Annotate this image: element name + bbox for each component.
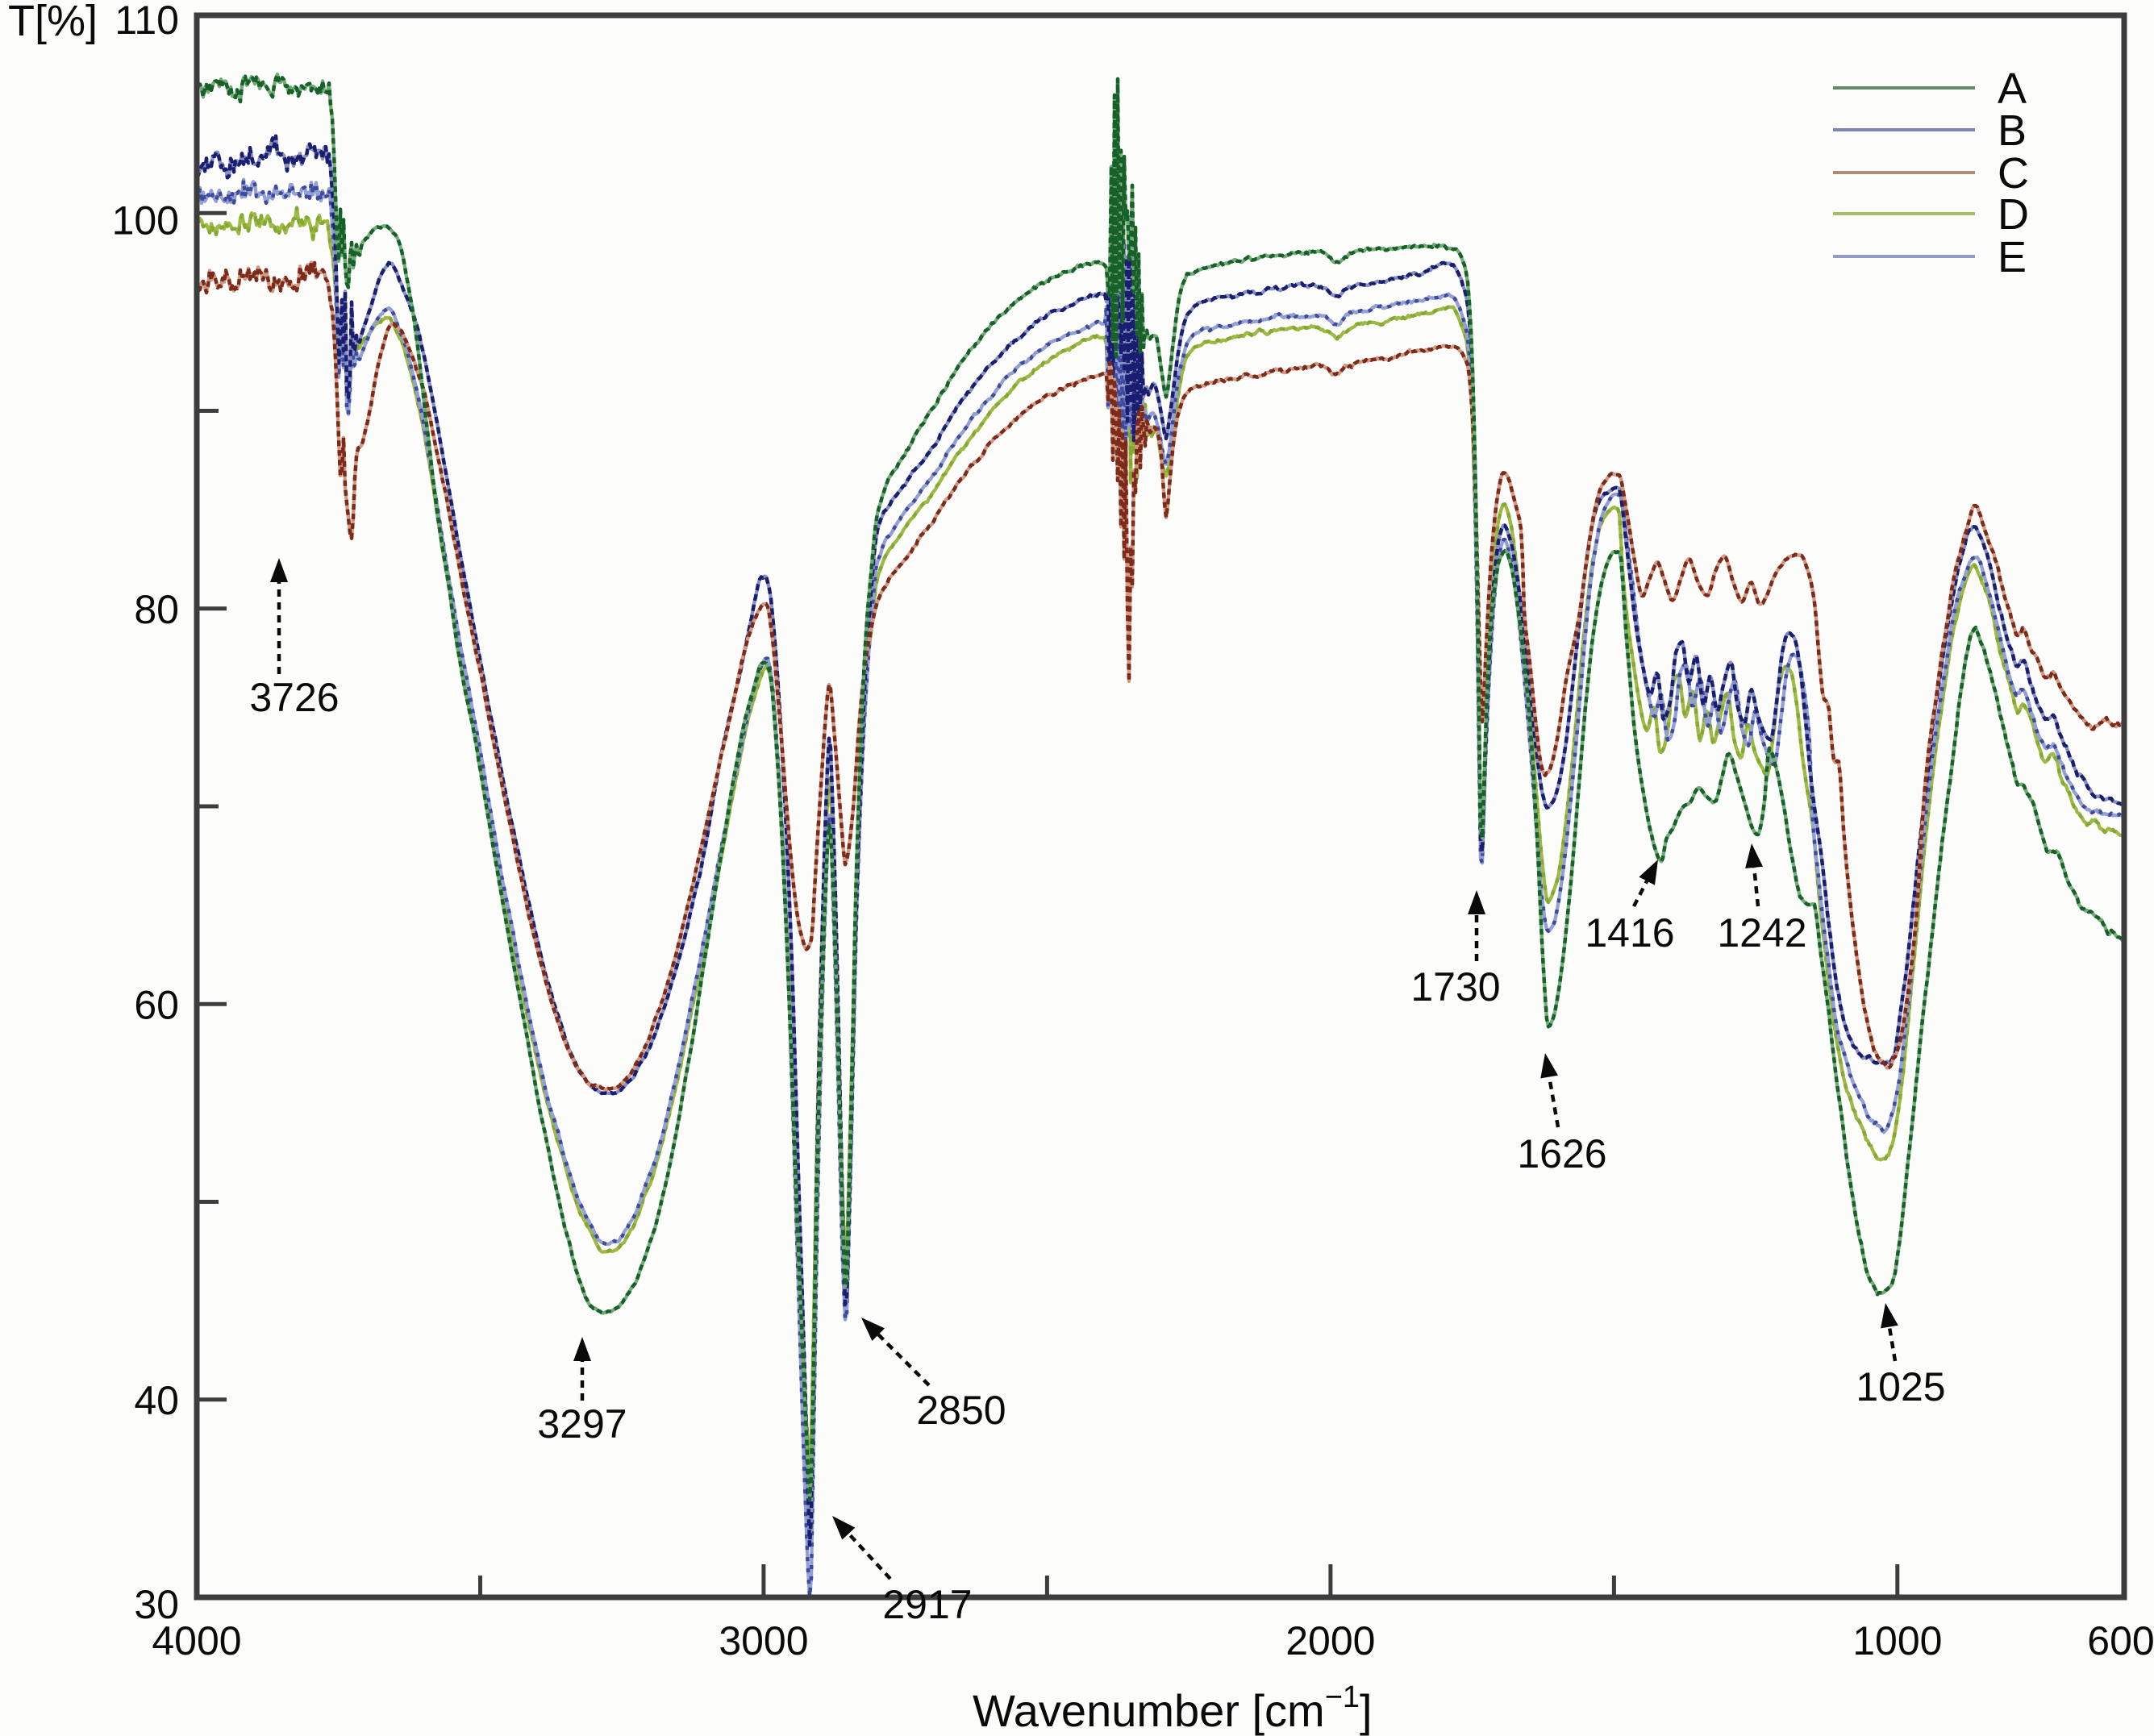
svg-text:3726: 3726 (249, 675, 339, 720)
svg-text:C: C (1998, 149, 2029, 198)
svg-text:110: 110 (115, 0, 179, 43)
svg-text:B: B (1998, 106, 2027, 155)
svg-text:40: 40 (134, 1378, 179, 1423)
svg-text:1000: 1000 (1852, 1618, 1942, 1663)
svg-text:A: A (1998, 65, 2027, 113)
svg-text:2917: 2917 (882, 1582, 972, 1627)
svg-text:3000: 3000 (719, 1618, 808, 1663)
svg-text:3297: 3297 (537, 1401, 627, 1447)
svg-text:60: 60 (134, 982, 179, 1027)
svg-text:2850: 2850 (916, 1388, 1006, 1433)
svg-text:4000: 4000 (152, 1618, 241, 1663)
svg-text:1025: 1025 (1856, 1364, 1945, 1409)
svg-text:1730: 1730 (1410, 964, 1500, 1010)
svg-text:600: 600 (2087, 1618, 2154, 1663)
svg-text:80: 80 (134, 587, 179, 632)
svg-text:30: 30 (134, 1582, 179, 1627)
svg-text:Wavenumber [cm−1]: Wavenumber [cm−1] (973, 1680, 1373, 1736)
svg-text:E: E (1998, 233, 2027, 281)
svg-text:1242: 1242 (1717, 910, 1806, 955)
svg-text:2000: 2000 (1285, 1618, 1375, 1663)
svg-text:100: 100 (112, 198, 179, 243)
svg-text:T[%]: T[%] (8, 0, 98, 45)
svg-text:D: D (1998, 190, 2029, 239)
svg-text:1626: 1626 (1517, 1131, 1606, 1176)
svg-text:1416: 1416 (1585, 910, 1674, 955)
